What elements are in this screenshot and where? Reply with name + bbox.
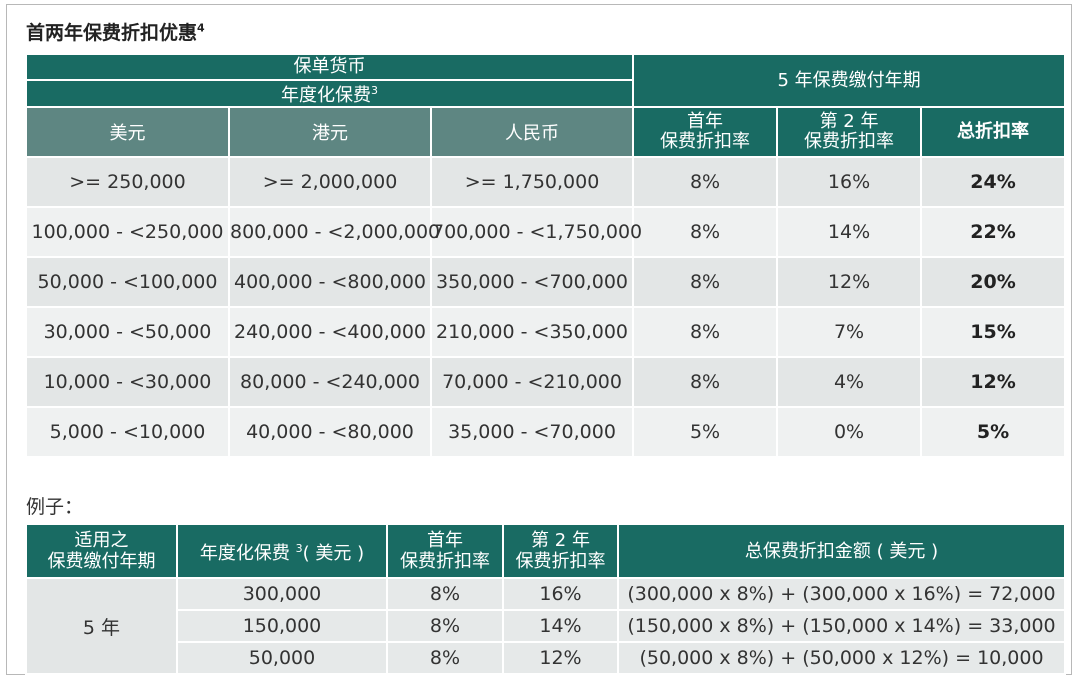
usd-cell: >= 250,000 <box>25 156 230 208</box>
table-row: 5,000 - <10,000 40,000 - <80,000 35,000 … <box>25 406 1067 458</box>
premium-header-footnote: 3 <box>371 84 379 97</box>
example-premium-header-footnote: 3 <box>295 542 303 555</box>
first-year-header-line1: 首年 <box>687 111 724 132</box>
hkd-cell: 400,000 - <800,000 <box>228 256 432 308</box>
total-rate-cell: 5% <box>920 406 1067 458</box>
example-period-cell: 5 年 <box>25 577 178 675</box>
example-first-year-header-line2: 保费折扣率 <box>400 551 490 572</box>
example-second-year-header-line1: 第 2 年 <box>531 530 590 551</box>
example-first-year-cell: 8% <box>386 577 504 611</box>
second-year-rate-cell: 7% <box>776 306 923 358</box>
example-premium-cell: 300,000 <box>176 577 388 611</box>
example-second-year-cell: 16% <box>502 577 619 611</box>
example-calc-cell: (150,000 x 8%) + (150,000 x 14%) = 33,00… <box>617 609 1066 643</box>
example-premium-cell: 50,000 <box>176 641 388 675</box>
rmb-cell: 210,000 - <350,000 <box>429 306 635 358</box>
example-second-year-cell: 14% <box>502 609 619 643</box>
table-row: >= 250,000 >= 2,000,000 >= 1,750,000 8% … <box>25 156 1067 208</box>
usd-cell: 30,000 - <50,000 <box>25 306 230 358</box>
total-rate-cell: 24% <box>920 156 1067 208</box>
usd-cell: 10,000 - <30,000 <box>25 356 230 408</box>
second-year-rate-cell: 16% <box>776 156 923 208</box>
table-row: 50,000 - <100,000 400,000 - <800,000 350… <box>25 256 1067 308</box>
second-year-rate-header: 第 2 年 保费折扣率 <box>776 106 923 158</box>
second-year-rate-cell: 14% <box>776 206 923 258</box>
usd-cell: 5,000 - <10,000 <box>25 406 230 458</box>
table-row: 30,000 - <50,000 240,000 - <400,000 210,… <box>25 306 1067 358</box>
example-period-header-line1: 适用之 <box>74 530 129 551</box>
example-first-year-cell: 8% <box>386 609 504 643</box>
first-year-rate-cell: 8% <box>632 156 779 208</box>
first-year-rate-header: 首年 保费折扣率 <box>632 106 779 158</box>
example-period-header: 适用之 保费缴付年期 <box>25 523 178 579</box>
hkd-cell: 40,000 - <80,000 <box>228 406 432 458</box>
page-title: 首两年保费折扣优惠4 <box>26 18 205 45</box>
total-rate-header: 总折扣率 <box>920 106 1067 158</box>
example-first-year-cell: 8% <box>386 641 504 675</box>
table-row: 150,000 8% 14% (150,000 x 8%) + (150,000… <box>26 609 1066 643</box>
example-period-header-line2: 保费缴付年期 <box>47 551 156 572</box>
first-year-rate-cell: 8% <box>632 256 779 308</box>
page-frame <box>6 4 1072 675</box>
second-year-rate-cell: 0% <box>776 406 923 458</box>
example-premium-header: 年度化保费 3( 美元 ) <box>176 523 388 579</box>
first-year-header-line2: 保费折扣率 <box>660 131 751 152</box>
usd-column-header: 美元 <box>25 106 230 158</box>
premium-header: 年度化保费3 <box>24 79 635 108</box>
table-row: 100,000 - <250,000 800,000 - <2,000,000 … <box>25 206 1067 258</box>
usd-cell: 100,000 - <250,000 <box>25 206 230 258</box>
rmb-cell: >= 1,750,000 <box>429 156 635 208</box>
example-calc-cell: (50,000 x 8%) + (50,000 x 12%) = 10,000 <box>617 641 1066 675</box>
hkd-cell: 240,000 - <400,000 <box>228 306 432 358</box>
total-rate-cell: 22% <box>920 206 1067 258</box>
example-label: 例子： <box>26 496 84 518</box>
total-rate-cell: 20% <box>920 256 1067 308</box>
title-footnote: 4 <box>197 21 205 35</box>
example-premium-header-prefix: 年度化保费 <box>199 543 296 564</box>
table-row: 5 年 300,000 8% 16% (300,000 x 8%) + (300… <box>25 577 1066 675</box>
second-year-header-line1: 第 2 年 <box>819 111 879 132</box>
example-second-year-header-line2: 保费折扣率 <box>515 551 606 572</box>
second-year-rate-cell: 12% <box>776 256 923 308</box>
second-year-rate-cell: 4% <box>776 356 923 408</box>
example-total-header: 总保费折扣金额 ( 美元 ) <box>617 523 1066 579</box>
example-table: 适用之 保费缴付年期 年度化保费 3( 美元 ) 首年 保费折扣率 第 2 年 … <box>25 523 1066 675</box>
hkd-cell: >= 2,000,000 <box>228 156 432 208</box>
total-rate-cell: 12% <box>920 356 1067 408</box>
title-text: 首两年保费折扣优惠 <box>26 22 198 44</box>
example-first-year-header: 首年 保费折扣率 <box>386 523 504 579</box>
premium-header-text: 年度化保费 <box>281 85 372 106</box>
example-second-year-cell: 12% <box>502 641 619 675</box>
example-first-year-header-line1: 首年 <box>427 530 463 551</box>
table-row: 50,000 8% 12% (50,000 x 8%) + (50,000 x … <box>26 641 1066 675</box>
usd-cell: 50,000 - <100,000 <box>25 256 230 308</box>
first-year-rate-cell: 8% <box>632 306 779 358</box>
rmb-cell: 350,000 - <700,000 <box>429 256 635 308</box>
example-second-year-header: 第 2 年 保费折扣率 <box>502 523 619 579</box>
period-header: 5 年保费缴付年期 <box>632 53 1067 108</box>
first-year-rate-cell: 8% <box>632 356 779 408</box>
currency-header: 保单货币 <box>24 53 635 81</box>
example-premium-header-suffix: ( 美元 ) <box>302 543 365 564</box>
first-year-rate-cell: 5% <box>632 406 779 458</box>
rmb-cell: 35,000 - <70,000 <box>429 406 635 458</box>
table-row: 10,000 - <30,000 80,000 - <240,000 70,00… <box>25 356 1067 408</box>
hkd-cell: 800,000 - <2,000,000 <box>228 206 440 258</box>
rmb-column-header: 人民币 <box>429 106 635 158</box>
hkd-column-header: 港元 <box>228 106 432 158</box>
discount-rate-table: 保单货币 5 年保费缴付年期 年度化保费3 美元 港元 人民币 首年 保费折扣率… <box>24 53 1067 458</box>
total-rate-cell: 15% <box>920 306 1067 358</box>
rmb-cell: 700,000 - <1,750,000 <box>429 206 642 258</box>
rmb-cell: 70,000 - <210,000 <box>429 356 635 408</box>
first-year-rate-cell: 8% <box>632 206 779 258</box>
example-calc-cell: (300,000 x 8%) + (300,000 x 16%) = 72,00… <box>617 577 1066 611</box>
second-year-header-line2: 保费折扣率 <box>804 131 895 152</box>
hkd-cell: 80,000 - <240,000 <box>228 356 432 408</box>
example-premium-cell: 150,000 <box>176 609 388 643</box>
